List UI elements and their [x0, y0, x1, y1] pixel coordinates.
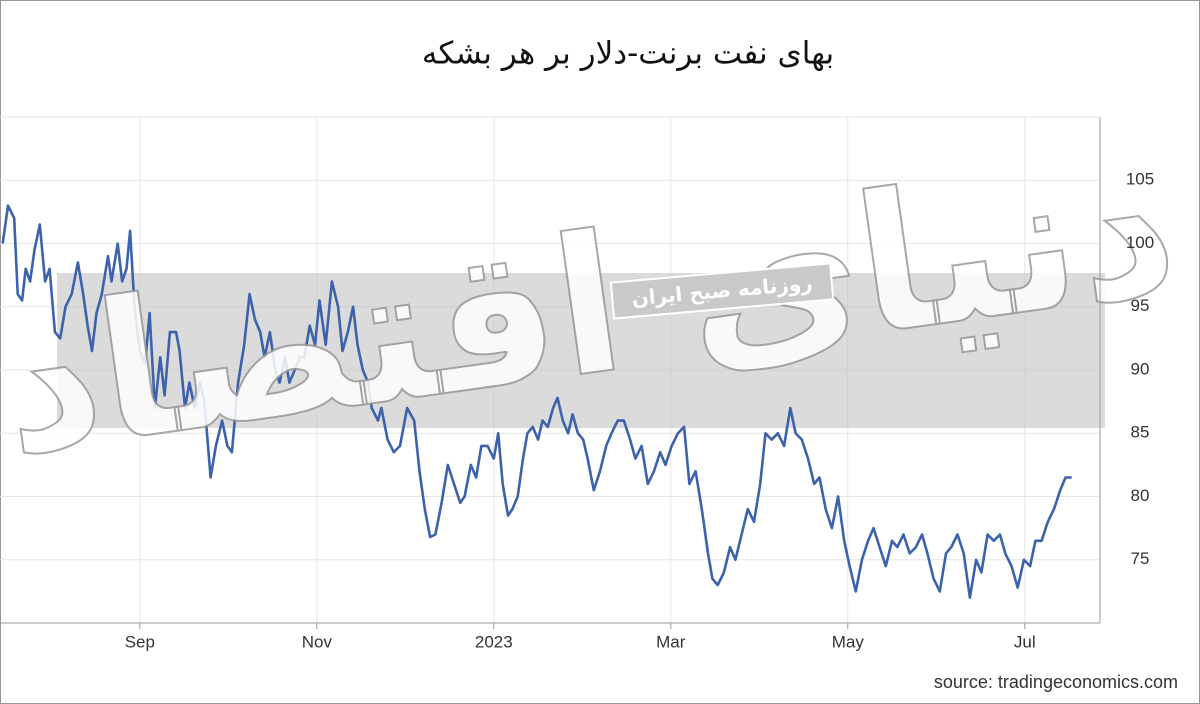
y-tick-label: 100	[1126, 233, 1154, 252]
lines	[1, 204, 1072, 599]
banner-band	[57, 273, 1105, 428]
y-tick-label: 90	[1131, 359, 1150, 378]
x-tick-label: Nov	[302, 632, 333, 651]
chart-title: بهای نفت برنت-دلار بر هر بشکه	[422, 36, 834, 72]
banner-label: روزنامه صبح ایران	[609, 262, 835, 320]
x-tick-label: 2023	[475, 632, 513, 651]
banner-box	[609, 262, 835, 320]
y-tick-label: 75	[1131, 549, 1150, 568]
y-tick-label: 80	[1131, 486, 1150, 505]
source: source: tradingeconomics.com	[934, 672, 1178, 692]
axes: 75 80 85 90 95 100 105 Sep Nov 2023 Mar May Jul	[0, 117, 1154, 651]
x-tick-label: Mar	[656, 632, 686, 651]
x-tick-label: Jul	[1014, 632, 1036, 651]
x-tick-label: May	[832, 632, 865, 651]
y-tick-label: 105	[1126, 170, 1154, 189]
price-line	[1, 204, 1072, 599]
y-tick-label: 95	[1131, 296, 1150, 315]
x-tick-label: Sep	[125, 632, 155, 651]
y-tick-label: 85	[1131, 423, 1150, 442]
